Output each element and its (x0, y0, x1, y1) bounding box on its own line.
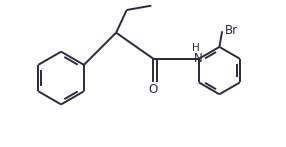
Text: Br: Br (225, 24, 238, 37)
Text: O: O (149, 83, 158, 96)
Text: H: H (192, 43, 200, 53)
Text: N: N (194, 52, 202, 65)
